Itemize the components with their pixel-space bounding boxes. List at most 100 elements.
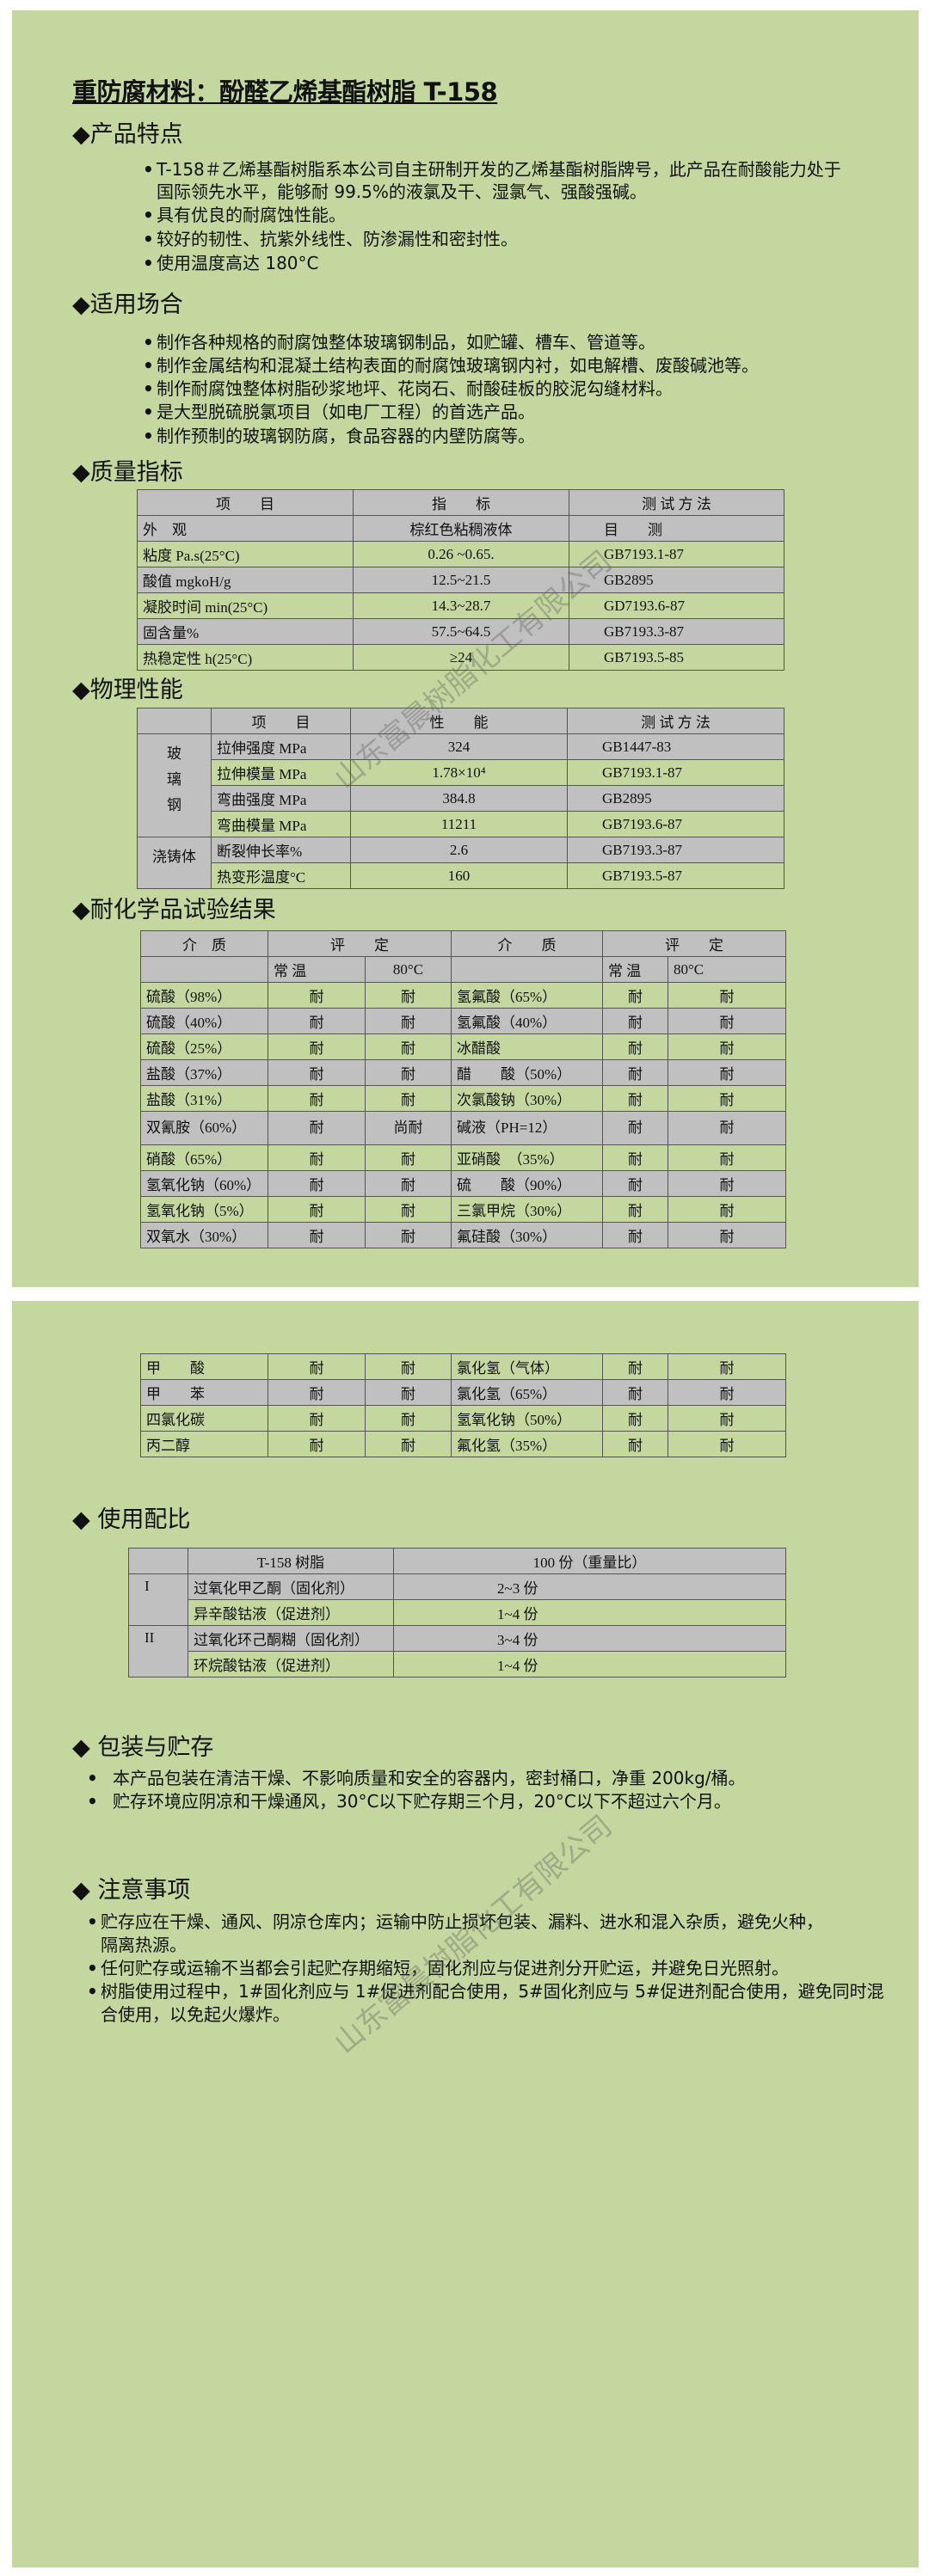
table-cell: 耐 [365, 1144, 452, 1171]
table-cell: 耐 [668, 1170, 786, 1197]
table-row: 拉伸模量 MPa 1.78×10⁴ GB7193.1-87 [138, 759, 784, 786]
table-cell: 氟化氢（35%） [451, 1431, 603, 1457]
table-cell: 耐 [268, 1379, 366, 1406]
table-cell: 硫酸（25%） [140, 1033, 268, 1060]
chemical-table: 介 质评 定介 质评 定常 温 80°C 常 温 80°C 硫酸（98%）耐耐氢氟酸（6… [140, 930, 786, 1248]
table-row: 弯曲强度 MPa 384.8 GB2895 [138, 785, 784, 812]
table-cell: GB7193.5-85 [569, 644, 784, 671]
table-cell: ≥24 [353, 644, 569, 671]
table-cell: 0.26 ~0.65. [353, 541, 569, 567]
table-cell: 双氧水（30%） [140, 1222, 268, 1248]
table-cell: 四氯化碳 [140, 1405, 268, 1432]
table-cell: 氢氧化钠（50%） [451, 1405, 603, 1432]
table-cell: 耐 [602, 1379, 668, 1406]
table-cell: 耐 [268, 1111, 366, 1145]
table-row: 弯曲模量 MPa 11211 GB7193.6-87 [138, 811, 784, 837]
table-cell: 丙二醇 [140, 1431, 268, 1457]
note-item: • 树脂使用过程中，1#固化剂应与 1#促进剂配合使用，5#固化剂应与 5#促进剂… [87, 1981, 884, 2002]
table-cell: 384.8 [350, 785, 568, 812]
table-row: 热变形温度°C 160 GB7193.5-87 [138, 862, 784, 889]
table-cell: 80°C [668, 956, 786, 983]
table-cell: 耐 [668, 1008, 786, 1034]
table-cell: 耐 [365, 1033, 452, 1060]
packaging-item: • 本产品包装在清洁干燥、不影响质量和安全的容器内，密封桶口，净重 200kg/桶… [87, 1768, 746, 1788]
table-cell: 耐 [668, 1353, 786, 1380]
table-cell: GB7193.1-87 [567, 759, 784, 786]
table-cell: 耐 [268, 1405, 366, 1432]
table-cell: 硫酸（98%） [140, 982, 268, 1009]
application-item: • 制作金属结构和混凝土结构表面的耐腐蚀玻璃钢内衬，如电解槽、废酸碱池等。 [143, 355, 759, 376]
quality-heading: ◆质量指标 [72, 459, 183, 486]
table-row: 硫酸（98%）耐耐氢氟酸（65%）耐耐 [140, 982, 786, 1009]
table-cell: 氢氧化钠（60%） [140, 1170, 268, 1197]
table-cell: 过氧化环己酮糊（固化剂） [188, 1625, 394, 1652]
table-cell: 耐 [668, 1059, 786, 1086]
table-cell: 耐 [268, 1085, 366, 1112]
notes-heading: ◆ 注意事项 [72, 1877, 191, 1904]
table-cell: GB2895 [567, 785, 784, 812]
table-cell: 环烷酸钴液（促进剂） [188, 1651, 394, 1677]
table-cell: 1~4 份 [393, 1599, 786, 1626]
table-row: II 过氧化环己酮糊（固化剂） 3~4 份 [128, 1625, 786, 1677]
table-cell: 硫 酸（90%） [451, 1170, 603, 1197]
table-cell: 耐 [268, 982, 366, 1009]
table-cell [137, 708, 212, 734]
table-cell: 酸值 mgkoH/g [137, 567, 354, 593]
table-header-row: T-158 树脂 100 份（重量比） [128, 1548, 786, 1574]
table-cell: GB7193.1-87 [569, 541, 784, 567]
table-cell: 耐 [602, 1008, 668, 1034]
table-cell: 3~4 份 [393, 1625, 786, 1652]
table-row: 硝酸（65%）耐耐亚硝酸 （35%）耐耐 [140, 1144, 786, 1171]
table-row: 异辛酸钴液（促进剂） 1~4 份 [129, 1599, 786, 1626]
table-cell: 评 定 [602, 930, 786, 957]
table-cell: 耐 [365, 1222, 452, 1248]
page-panel-1: 重防腐材料：酚醛乙烯基酯树脂 T-158 ◆产品特点 • T-158＃乙烯基酯树脂… [12, 10, 919, 1287]
table-row: 硫酸（40%）耐耐氢氟酸（40%）耐耐 [140, 1008, 786, 1034]
table-cell: 耐 [268, 1431, 366, 1457]
table-cell: 热稳定性 h(25°C) [137, 644, 354, 671]
table-cell: 弯曲强度 MPa [211, 785, 351, 812]
table-cell: 耐 [268, 1353, 366, 1380]
table-cell: 耐 [602, 1170, 668, 1197]
table-cell: 耐 [602, 1111, 668, 1145]
table-cell: 拉伸模量 MPa [211, 759, 351, 786]
ratio-table: T-158 树脂 100 份（重量比） I 过氧化甲乙酮（固化剂） 2~3 份异辛酸钴液… [128, 1548, 786, 1677]
table-cell: 氢氟酸（65%） [451, 982, 603, 1009]
table-cell: 耐 [668, 1196, 786, 1223]
table-cell: 项 目 [137, 489, 354, 516]
table-cell: GD7193.6-87 [569, 592, 784, 619]
table-cell: 亚硝酸 （35%） [451, 1144, 603, 1171]
group-label: 浇铸体 [137, 837, 212, 889]
table-cell: 评 定 [268, 930, 452, 957]
applications-heading: ◆适用场合 [72, 291, 183, 318]
table-row: 酸值 mgkoH/g 12.5~21.5 GB2895 [137, 567, 784, 593]
table-cell: 耐 [668, 1033, 786, 1060]
table-cell: 断裂伸长率% [211, 837, 351, 863]
table-row: 浇铸体 断裂伸长率% 2.6 GB7193.3-87 [137, 837, 784, 889]
table-cell: 凝胶时间 min(25°C) [137, 592, 354, 619]
table-row: 热稳定性 h(25°C) ≥24 GB7193.5-85 [137, 644, 784, 671]
features-heading: ◆产品特点 [72, 121, 183, 148]
table-cell: 耐 [668, 982, 786, 1009]
table-cell: 氟硅酸（30%） [451, 1222, 603, 1248]
table-header-row: 常 温 80°C 常 温 80°C [140, 956, 786, 983]
table-cell: 耐 [602, 1196, 668, 1223]
table-cell: 14.3~28.7 [353, 592, 569, 619]
packaging-heading: ◆ 包装与贮存 [72, 1734, 214, 1761]
table-cell: 耐 [668, 1144, 786, 1171]
note-item: • 任何贮存或运输不当都会引起贮存期缩短，固化剂应与促进剂分开贮运，并避免日光照射… [87, 1958, 789, 1978]
table-row: 盐酸（37%）耐耐醋 酸（50%）耐耐 [140, 1059, 786, 1086]
table-cell: 耐 [602, 1405, 668, 1432]
table-cell: 测 试 方 法 [567, 708, 784, 734]
table-header-row: 项 目性 能测 试 方 法 [137, 708, 784, 734]
table-cell: 棕红色粘稠液体 [353, 515, 569, 542]
table-cell: 耐 [365, 1353, 452, 1380]
table-cell: 100 份（重量比） [393, 1548, 786, 1574]
table-cell: 硝酸（65%） [140, 1144, 268, 1171]
table-row: 粘度 Pa.s(25°C) 0.26 ~0.65. GB7193.1-87 [137, 541, 784, 567]
table-row: 双氧水（30%）耐耐氟硅酸（30%）耐耐 [140, 1222, 786, 1248]
table-cell: 耐 [365, 1431, 452, 1457]
feature-item: • T-158＃乙烯基酯树脂系本公司自主研制开发的乙烯基酯树脂牌号，此产品在耐酸能… [143, 159, 841, 180]
table-row: 四氯化碳耐耐氢氧化钠（50%）耐耐 [140, 1405, 786, 1432]
note-item-cont: 隔离热源。 [101, 1935, 187, 1955]
